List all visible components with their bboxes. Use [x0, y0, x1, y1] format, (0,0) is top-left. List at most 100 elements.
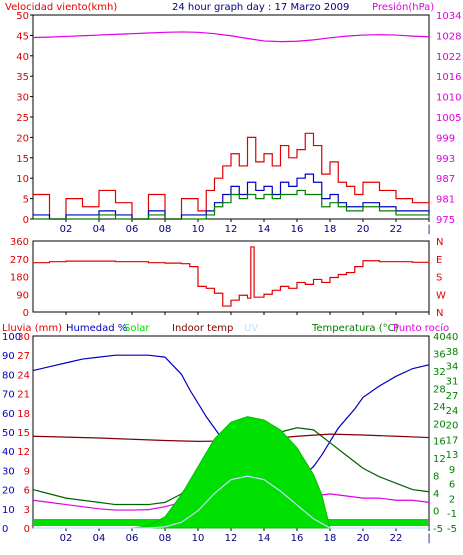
humidity-y-tick-label: 20	[2, 486, 15, 497]
temperature2-y-tick-label: -1	[447, 509, 457, 520]
pressure-y-tick-label: 1005	[436, 113, 461, 124]
series-presin-line	[32, 31, 430, 43]
x-tick-label: 06	[126, 533, 139, 544]
series-racha-line	[33, 132, 430, 220]
humidity-y-tick-label: 90	[2, 351, 15, 362]
temperature2-y-tick-label: 9	[449, 465, 455, 476]
temperature2-y-tick-label: 6	[449, 480, 455, 491]
pressure-y-tick-label: 993	[436, 154, 455, 165]
temperature-y-tick-label: 32	[433, 367, 446, 378]
temperature2-y-tick-label: 17	[446, 435, 459, 446]
x-tick-label: 04	[93, 533, 106, 544]
wind-y-tick-label: 0	[23, 215, 29, 226]
wind-y-tick-label: 50	[16, 11, 29, 22]
series-solar-area	[33, 416, 429, 529]
humidity-y-tick-label: 40	[2, 447, 15, 458]
x-tick-label: 08	[159, 224, 172, 235]
series-direction-line	[33, 246, 430, 307]
legend-solar: Solar	[124, 323, 150, 334]
humidity-y-tick-label: 50	[2, 428, 15, 439]
wind-y-tick-label: 30	[16, 93, 29, 104]
temperature-y-tick-label: 28	[433, 384, 446, 395]
legend-humidity: Humedad %	[66, 323, 127, 334]
compass-y-tick-label: E	[436, 255, 442, 266]
pressure-y-tick-label: 1028	[436, 31, 461, 42]
pressure-y-tick-label: 981	[436, 195, 455, 206]
wind-y-tick-label: 10	[16, 174, 29, 185]
x-tick-label: 02	[60, 224, 73, 235]
rain-y-tick-label: 3	[24, 505, 30, 516]
temperature2-y-tick-label: 40	[446, 332, 459, 343]
humidity-y-tick-label: 10	[2, 505, 15, 516]
compass-y-tick-label: W	[436, 290, 446, 301]
wind-y-tick-label: 5	[23, 195, 29, 206]
wind-y-tick-label: 35	[16, 72, 29, 83]
x-tick-label: 16	[291, 533, 304, 544]
rain-y-tick-label: 15	[17, 428, 30, 439]
temperature-y-tick-label: 24	[433, 402, 446, 413]
x-tick-label: |	[427, 533, 430, 544]
x-tick-label: 16	[291, 224, 304, 235]
temperature2-y-tick-label: 2	[449, 494, 455, 505]
temperature-y-tick-label: 40	[433, 332, 446, 343]
compass-y-tick-label: N	[436, 237, 443, 248]
rain-y-tick-label: 18	[17, 409, 30, 420]
direction-y-tick-label: 90	[16, 290, 29, 301]
pressure-axis-title: Presión(hPa)	[372, 1, 434, 13]
wind-y-tick-label: 40	[16, 52, 29, 63]
rain-y-tick-label: 24	[17, 370, 30, 381]
temperature-y-tick-label: 12	[433, 454, 446, 465]
x-tick-label: 18	[324, 533, 337, 544]
rain-y-tick-label: 21	[17, 390, 30, 401]
chart-title: 24 hour graph day : 17 Marzo 2009	[172, 2, 349, 13]
temperature2-y-tick-label: 20	[446, 421, 459, 432]
temperature-y-tick-label: 20	[433, 419, 446, 430]
pressure-y-tick-label: 1022	[436, 52, 461, 63]
x-tick-label: 10	[192, 533, 205, 544]
series-media-line	[33, 189, 430, 220]
temperature-y-tick-label: 8	[433, 472, 439, 483]
humidity-y-tick-label: 70	[2, 390, 15, 401]
series-velocidad-line	[33, 173, 430, 220]
wind-y-tick-label: 45	[16, 31, 29, 42]
x-tick-label: 02	[60, 533, 73, 544]
direction-y-tick-label: 0	[23, 308, 29, 319]
x-tick-label: 22	[390, 224, 403, 235]
temperature2-y-tick-label: -5	[447, 524, 457, 535]
x-tick-label: 10	[192, 224, 205, 235]
x-tick-label: 22	[390, 533, 403, 544]
pressure-y-tick-label: 999	[436, 133, 455, 144]
compass-y-tick-label: N	[436, 308, 443, 319]
humidity-y-tick-label: 100	[2, 332, 21, 343]
direction-y-tick-label: 360	[10, 237, 29, 248]
series-uv-line	[33, 475, 429, 529]
temperature2-y-tick-label: 34	[446, 362, 459, 373]
legend-temperature: Temperatura (°C)	[311, 323, 399, 334]
temperature2-y-tick-label: 27	[446, 391, 459, 402]
x-tick-label: 08	[159, 533, 172, 544]
rain-y-tick-label: 9	[24, 466, 30, 477]
x-tick-label: 14	[258, 533, 271, 544]
rain-y-tick-label: 0	[24, 524, 30, 535]
temperature2-y-tick-label: 13	[446, 450, 459, 461]
wind-y-tick-label: 20	[16, 133, 29, 144]
rain-y-tick-label: 27	[17, 351, 30, 362]
humidity-y-tick-label: 60	[2, 409, 15, 420]
legend-dew-point: Punto rocío	[393, 322, 449, 334]
temperature-y-tick-label: 4	[433, 489, 439, 500]
direction-y-tick-label: 180	[10, 273, 29, 284]
compass-y-tick-label: S	[436, 273, 442, 284]
humidity-y-tick-label: 0	[2, 524, 8, 535]
legend-uv: UV	[244, 323, 258, 334]
rain-y-tick-label: 6	[24, 486, 30, 497]
pressure-y-tick-label: 1034	[436, 11, 461, 22]
x-tick-label: 14	[258, 224, 271, 235]
x-tick-label: 06	[126, 224, 139, 235]
direction-y-tick-label: 270	[10, 255, 29, 266]
x-tick-label: 12	[225, 533, 238, 544]
pressure-y-tick-label: 1010	[436, 93, 461, 104]
x-tick-label: 04	[93, 224, 106, 235]
wind-speed-axis-title: Velocidad viento(kmh)	[5, 2, 117, 13]
